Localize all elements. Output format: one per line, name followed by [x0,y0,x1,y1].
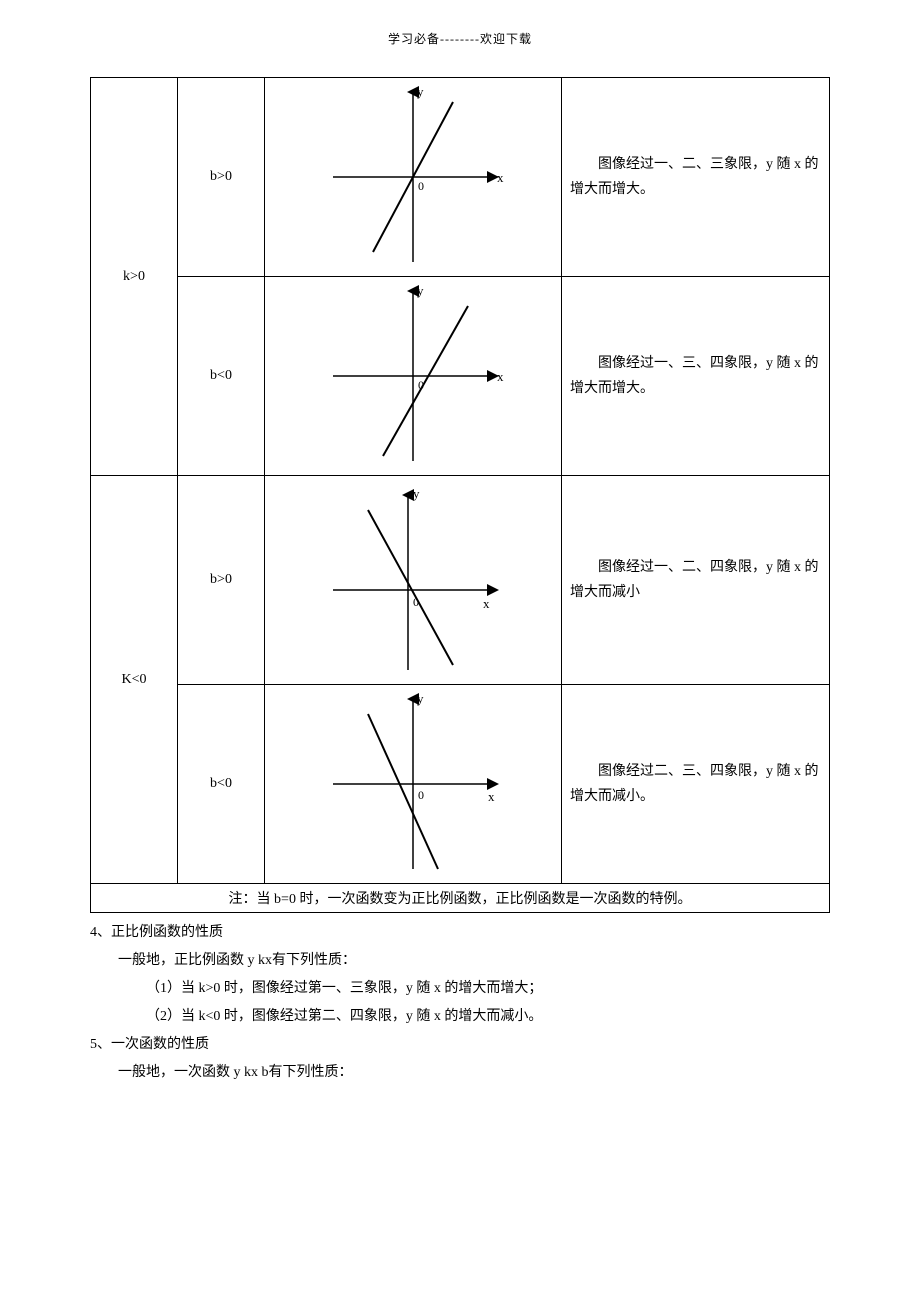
section-5-intro: 一般地，一次函数 y kx b有下列性质： [118,1059,830,1087]
graph-k-neg-b-pos: y x 0 [313,480,513,680]
cell-desc-4: 图像经过二、三、四象限，y 随 x 的增大而减小。 [562,685,830,884]
graph-k-pos-b-pos: y x 0 [313,82,513,272]
cell-graph-4: y x 0 [265,685,562,884]
x-axis-label: x [497,170,504,185]
graph-k-neg-b-neg: y x 0 [313,689,513,879]
cell-desc-1: 图像经过一、二、三象限，y 随 x 的增大而增大。 [562,78,830,277]
cell-graph-3: y x 0 [265,476,562,685]
svg-text:0: 0 [418,788,424,802]
cell-graph-1: y x 0 [265,78,562,277]
cell-b-negative-1: b<0 [178,277,265,476]
cell-b-positive-2: b>0 [178,476,265,685]
section-4-intro: 一般地，正比例函数 y kx有下列性质： [118,947,830,975]
function-properties-table: k>0 b>0 y [90,77,830,913]
page-header: 学习必备--------欢迎下载 [90,30,830,47]
section-4-point-2: （2）当 k<0 时，图像经过第二、四象限，y 随 x 的增大而减小。 [146,1003,830,1031]
cell-desc-2: 图像经过一、三、四象限，y 随 x 的增大而增大。 [562,277,830,476]
cell-graph-2: y x 0 [265,277,562,476]
cell-k-negative: K<0 [91,476,178,884]
graph-k-pos-b-neg: y x 0 [313,281,513,471]
svg-text:x: x [483,596,490,611]
svg-text:0: 0 [413,595,419,609]
origin-label: 0 [418,179,424,193]
text-body: 4、正比例函数的性质 一般地，正比例函数 y kx有下列性质： （1）当 k>0… [90,919,830,1087]
cell-b-negative-2: b<0 [178,685,265,884]
section-4-title: 4、正比例函数的性质 [90,919,830,947]
cell-k-positive: k>0 [91,78,178,476]
table-footnote: 注：当 b=0 时，一次函数变为正比例函数，正比例函数是一次函数的特例。 [91,884,830,913]
svg-text:y: y [413,486,420,501]
svg-text:y: y [417,691,424,706]
section-5-title: 5、一次函数的性质 [90,1031,830,1059]
cell-desc-3: 图像经过一、二、四象限，y 随 x 的增大而减小 [562,476,830,685]
svg-text:y: y [417,283,424,298]
section-4-point-1: （1）当 k>0 时，图像经过第一、三象限，y 随 x 的增大而增大； [146,975,830,1003]
svg-text:0: 0 [418,378,424,392]
y-axis-label: y [417,84,424,99]
svg-text:x: x [488,789,495,804]
svg-text:x: x [497,369,504,384]
cell-b-positive-1: b>0 [178,78,265,277]
